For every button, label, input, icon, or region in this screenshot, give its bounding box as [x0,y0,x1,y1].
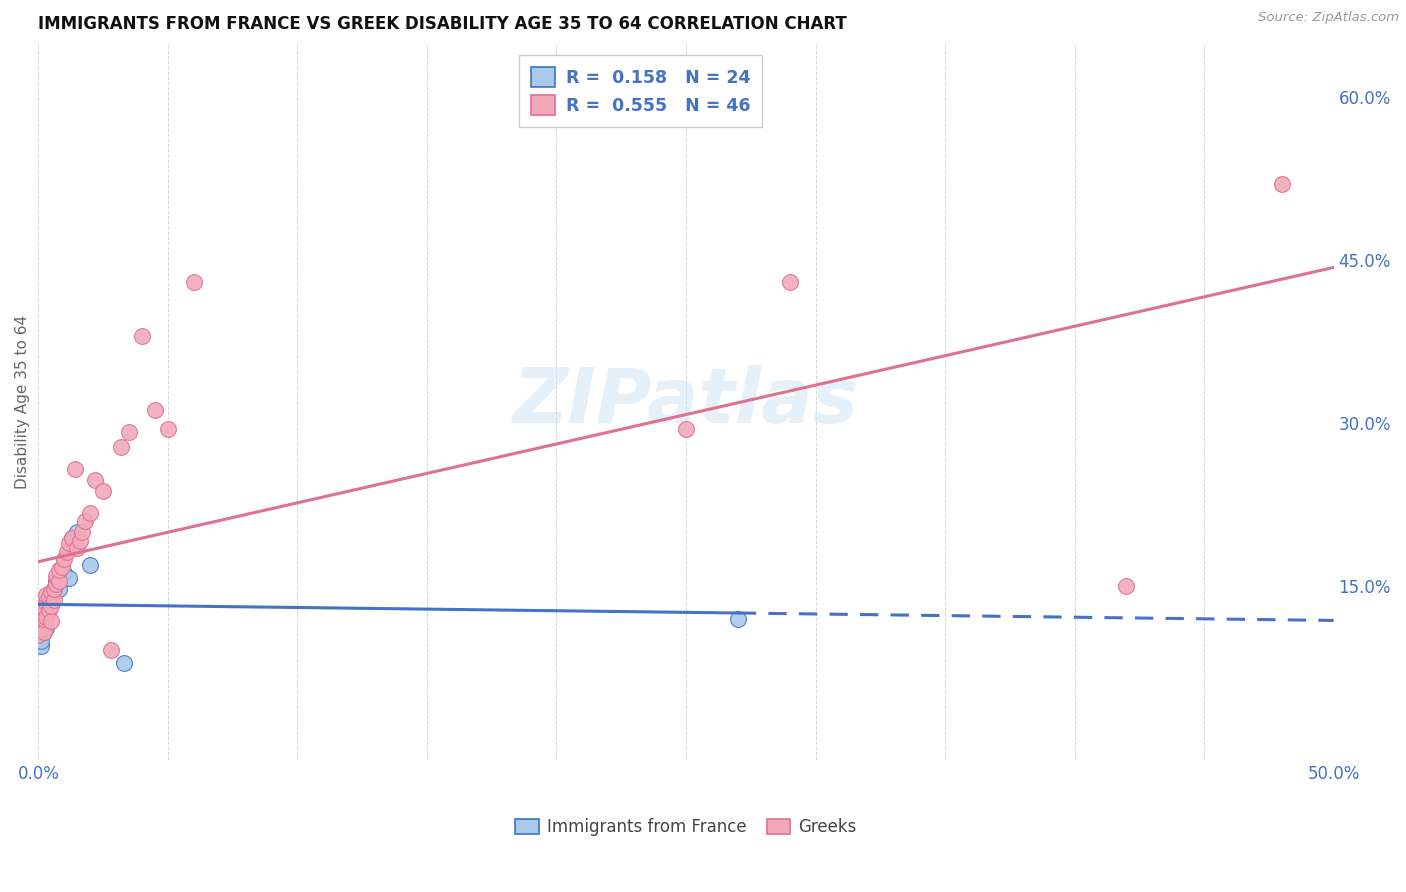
Point [39,615,62,629]
Point [156,422,179,436]
Point [39,585,62,599]
Point [32,625,55,640]
Point [58,536,80,550]
Y-axis label: Disability Age 35 to 64: Disability Age 35 to 64 [15,315,30,489]
Point [1271,178,1294,192]
Point [48,582,70,596]
Point [30,621,52,635]
Point [30,617,52,632]
Point [48,563,70,577]
Point [27,628,49,642]
Point [32,615,55,629]
Point [53,552,76,566]
Point [45,568,67,582]
Point [42,582,65,596]
Point [35,596,58,610]
Point [38,601,60,615]
Point [39,591,62,605]
Point [91,483,114,498]
Point [35,596,58,610]
Point [112,656,135,670]
Point [32,625,55,640]
Point [118,425,141,439]
Point [35,588,58,602]
Point [60,531,83,545]
Point [30,640,52,654]
Point [183,275,205,289]
Text: Source: ZipAtlas.com: Source: ZipAtlas.com [1258,11,1399,24]
Point [48,574,70,588]
Point [779,275,801,289]
Point [131,329,153,343]
Point [38,603,60,617]
Point [100,642,122,657]
Point [143,403,166,417]
Text: ZIPatlas: ZIPatlas [513,365,859,439]
Point [66,541,89,556]
Point [32,601,55,615]
Point [60,531,83,545]
Point [727,612,749,626]
Point [42,582,65,596]
Point [79,506,101,520]
Text: IMMIGRANTS FROM FRANCE VS GREEK DISABILITY AGE 35 TO 64 CORRELATION CHART: IMMIGRANTS FROM FRANCE VS GREEK DISABILI… [38,15,846,33]
Point [675,422,697,436]
Point [73,514,96,528]
Point [66,525,89,540]
Point [30,615,52,629]
Point [39,599,62,613]
Point [51,560,73,574]
Point [56,544,79,558]
Point [30,607,52,621]
Point [1115,580,1137,594]
Point [35,621,58,635]
Point [58,571,80,585]
Point [35,610,58,624]
Point [32,612,55,626]
Point [27,628,49,642]
Point [27,623,49,637]
Point [45,577,67,591]
Point [69,533,91,548]
Point [84,473,107,487]
Point [63,462,86,476]
Point [30,633,52,648]
Point [45,574,67,588]
Point [79,558,101,572]
Legend: Immigrants from France, Greeks: Immigrants from France, Greeks [509,812,863,843]
Point [42,592,65,607]
Point [32,607,55,621]
Point [72,525,94,540]
Point [38,591,60,605]
Point [27,623,49,637]
Point [39,592,62,607]
Point [35,603,58,617]
Point [53,566,76,581]
Point [110,440,132,454]
